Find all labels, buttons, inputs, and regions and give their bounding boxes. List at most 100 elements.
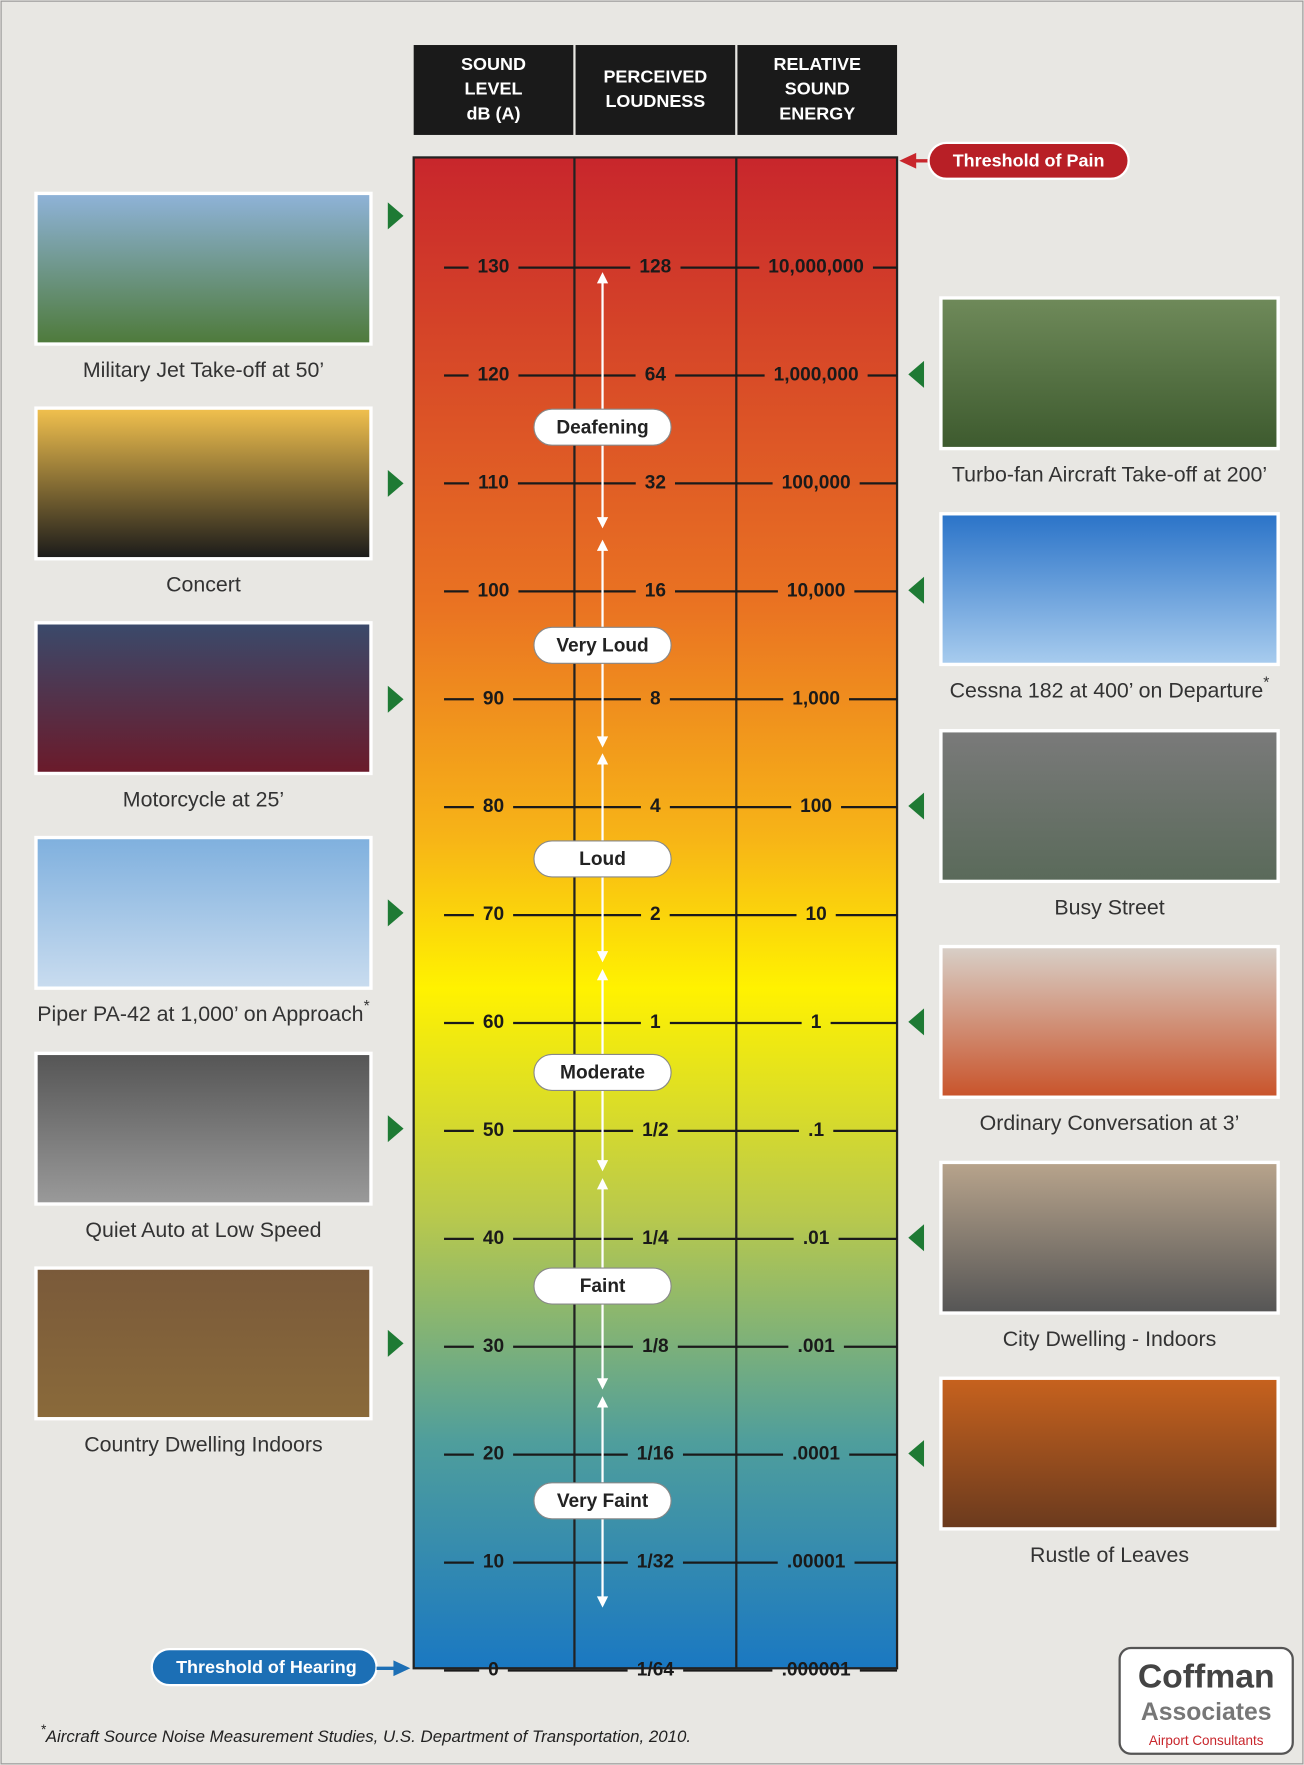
scale-value: 16 — [645, 580, 666, 601]
example-label: Busy Street — [1054, 895, 1164, 919]
scale-value: 130 — [478, 257, 510, 278]
scale-value: 1/2 — [642, 1120, 669, 1141]
scale-value: 60 — [483, 1012, 504, 1033]
scale-value: 70 — [483, 904, 504, 925]
photo — [941, 514, 1278, 665]
photo — [941, 1162, 1278, 1313]
footnote-text: Aircraft Source Noise Measurement Studie… — [45, 1727, 691, 1746]
example-label: Cessna 182 at 400’ on Departure* — [950, 674, 1270, 702]
threshold-hearing: Threshold of Hearing — [176, 1657, 357, 1677]
scale-value: 120 — [478, 365, 510, 386]
header-text: LEVEL — [465, 79, 523, 99]
example-text: City Dwelling - Indoors — [1003, 1327, 1217, 1351]
photo — [36, 408, 371, 559]
photo — [36, 838, 371, 989]
example-label: Quiet Auto at Low Speed — [85, 1218, 321, 1242]
header-box — [576, 45, 736, 135]
photo — [941, 731, 1278, 882]
photo — [941, 1378, 1278, 1529]
band-label: Moderate — [560, 1063, 645, 1084]
scale-value: 64 — [645, 365, 667, 386]
scale-value: 110 — [478, 472, 509, 493]
example-label: Country Dwelling Indoors — [84, 1432, 322, 1456]
scale-value: 1/8 — [642, 1336, 669, 1357]
logo-line2: Associates — [1141, 1699, 1272, 1726]
scale-value: 100 — [800, 796, 832, 817]
example-text: Quiet Auto at Low Speed — [85, 1218, 321, 1242]
scale-value: .000001 — [782, 1660, 851, 1681]
scale-value: .01 — [803, 1228, 830, 1249]
example-text: Piper PA-42 at 1,000’ on Approach — [37, 1002, 363, 1026]
scale-value: 128 — [639, 257, 671, 278]
logo-tagline: Airport Consultants — [1149, 1733, 1264, 1748]
scale-value: 1,000,000 — [774, 365, 859, 386]
scale-value: 10 — [805, 904, 826, 925]
scale-value: 0 — [488, 1660, 499, 1681]
scale-value: 50 — [483, 1120, 504, 1141]
example-text: Military Jet Take-off at 50’ — [83, 358, 324, 382]
photo — [36, 1268, 371, 1419]
band-label: Deafening — [556, 417, 648, 438]
example-label: Concert — [166, 572, 241, 596]
example-label: Ordinary Conversation at 3’ — [980, 1111, 1240, 1135]
scale-value: 1/4 — [642, 1228, 669, 1249]
page: html, body { margin: 0; padding: 0; widt… — [0, 0, 1304, 1765]
scale-value: .00001 — [787, 1552, 846, 1573]
scale-value: 1/16 — [637, 1444, 674, 1465]
header-text: SOUND — [461, 54, 526, 74]
photo — [36, 623, 371, 774]
example-text: Motorcycle at 25’ — [123, 787, 284, 811]
scale-value: 100,000 — [782, 472, 851, 493]
example-text: Busy Street — [1054, 895, 1164, 919]
threshold-pain: Threshold of Pain — [953, 151, 1105, 171]
body: {"header": {"columns": [{"lines": ["SOUN… — [0, 0, 1304, 1765]
scale-value: 32 — [645, 472, 666, 493]
band-label: Very Loud — [556, 635, 648, 656]
scale-value: 1 — [811, 1012, 822, 1033]
header-text: LOUDNESS — [605, 91, 705, 111]
note-mark: * — [1263, 674, 1269, 691]
photo — [941, 298, 1278, 449]
example-label: Turbo-fan Aircraft Take-off at 200’ — [952, 462, 1267, 486]
logo-name: Coffman — [1138, 1657, 1275, 1695]
header-text: ENERGY — [779, 103, 855, 123]
example-text: Cessna 182 at 400’ on Departure — [950, 678, 1264, 702]
scale-value: .1 — [808, 1120, 824, 1141]
example-label: Military Jet Take-off at 50’ — [83, 358, 324, 382]
scale-value: .001 — [798, 1336, 836, 1357]
header-text: SOUND — [785, 79, 850, 99]
photo — [36, 1053, 371, 1204]
band-label: Faint — [580, 1276, 626, 1297]
infographic: Threshold of Pain Threshold of Hearing C… — [0, 0, 1304, 1765]
note-mark: * — [364, 998, 370, 1015]
scale-value: 1 — [650, 1012, 661, 1033]
band-label: Loud — [579, 849, 626, 870]
scale-value: 8 — [650, 688, 661, 709]
scale-value: 10 — [483, 1552, 504, 1573]
example-label: City Dwelling - Indoors — [1003, 1327, 1217, 1351]
header-text: dB (A) — [467, 103, 521, 123]
scale-value: 10,000,000 — [768, 257, 864, 278]
scale-value: 1/32 — [637, 1552, 674, 1573]
scale-value: 10,000 — [787, 580, 845, 601]
example-label: Motorcycle at 25’ — [123, 787, 284, 811]
scale-value: 2 — [650, 904, 661, 925]
scale-value: 4 — [650, 796, 661, 817]
photo — [941, 947, 1278, 1098]
scale-value: 20 — [483, 1444, 504, 1465]
example-text: Turbo-fan Aircraft Take-off at 200’ — [952, 462, 1267, 486]
scale-value: 30 — [483, 1336, 504, 1357]
scale-value: 40 — [483, 1228, 504, 1249]
scale-value: 1,000 — [792, 688, 840, 709]
example-label: Piper PA-42 at 1,000’ on Approach* — [37, 998, 369, 1026]
header-text: PERCEIVED — [603, 66, 707, 86]
scale-value: .0001 — [792, 1444, 840, 1465]
scale-value: 90 — [483, 688, 504, 709]
header-text: RELATIVE — [773, 54, 861, 74]
example-text: Country Dwelling Indoors — [84, 1432, 322, 1456]
photo — [36, 193, 371, 344]
example-text: Rustle of Leaves — [1030, 1542, 1189, 1566]
scale-value: 100 — [478, 580, 510, 601]
example-text: Ordinary Conversation at 3’ — [980, 1111, 1240, 1135]
example-text: Concert — [166, 572, 241, 596]
